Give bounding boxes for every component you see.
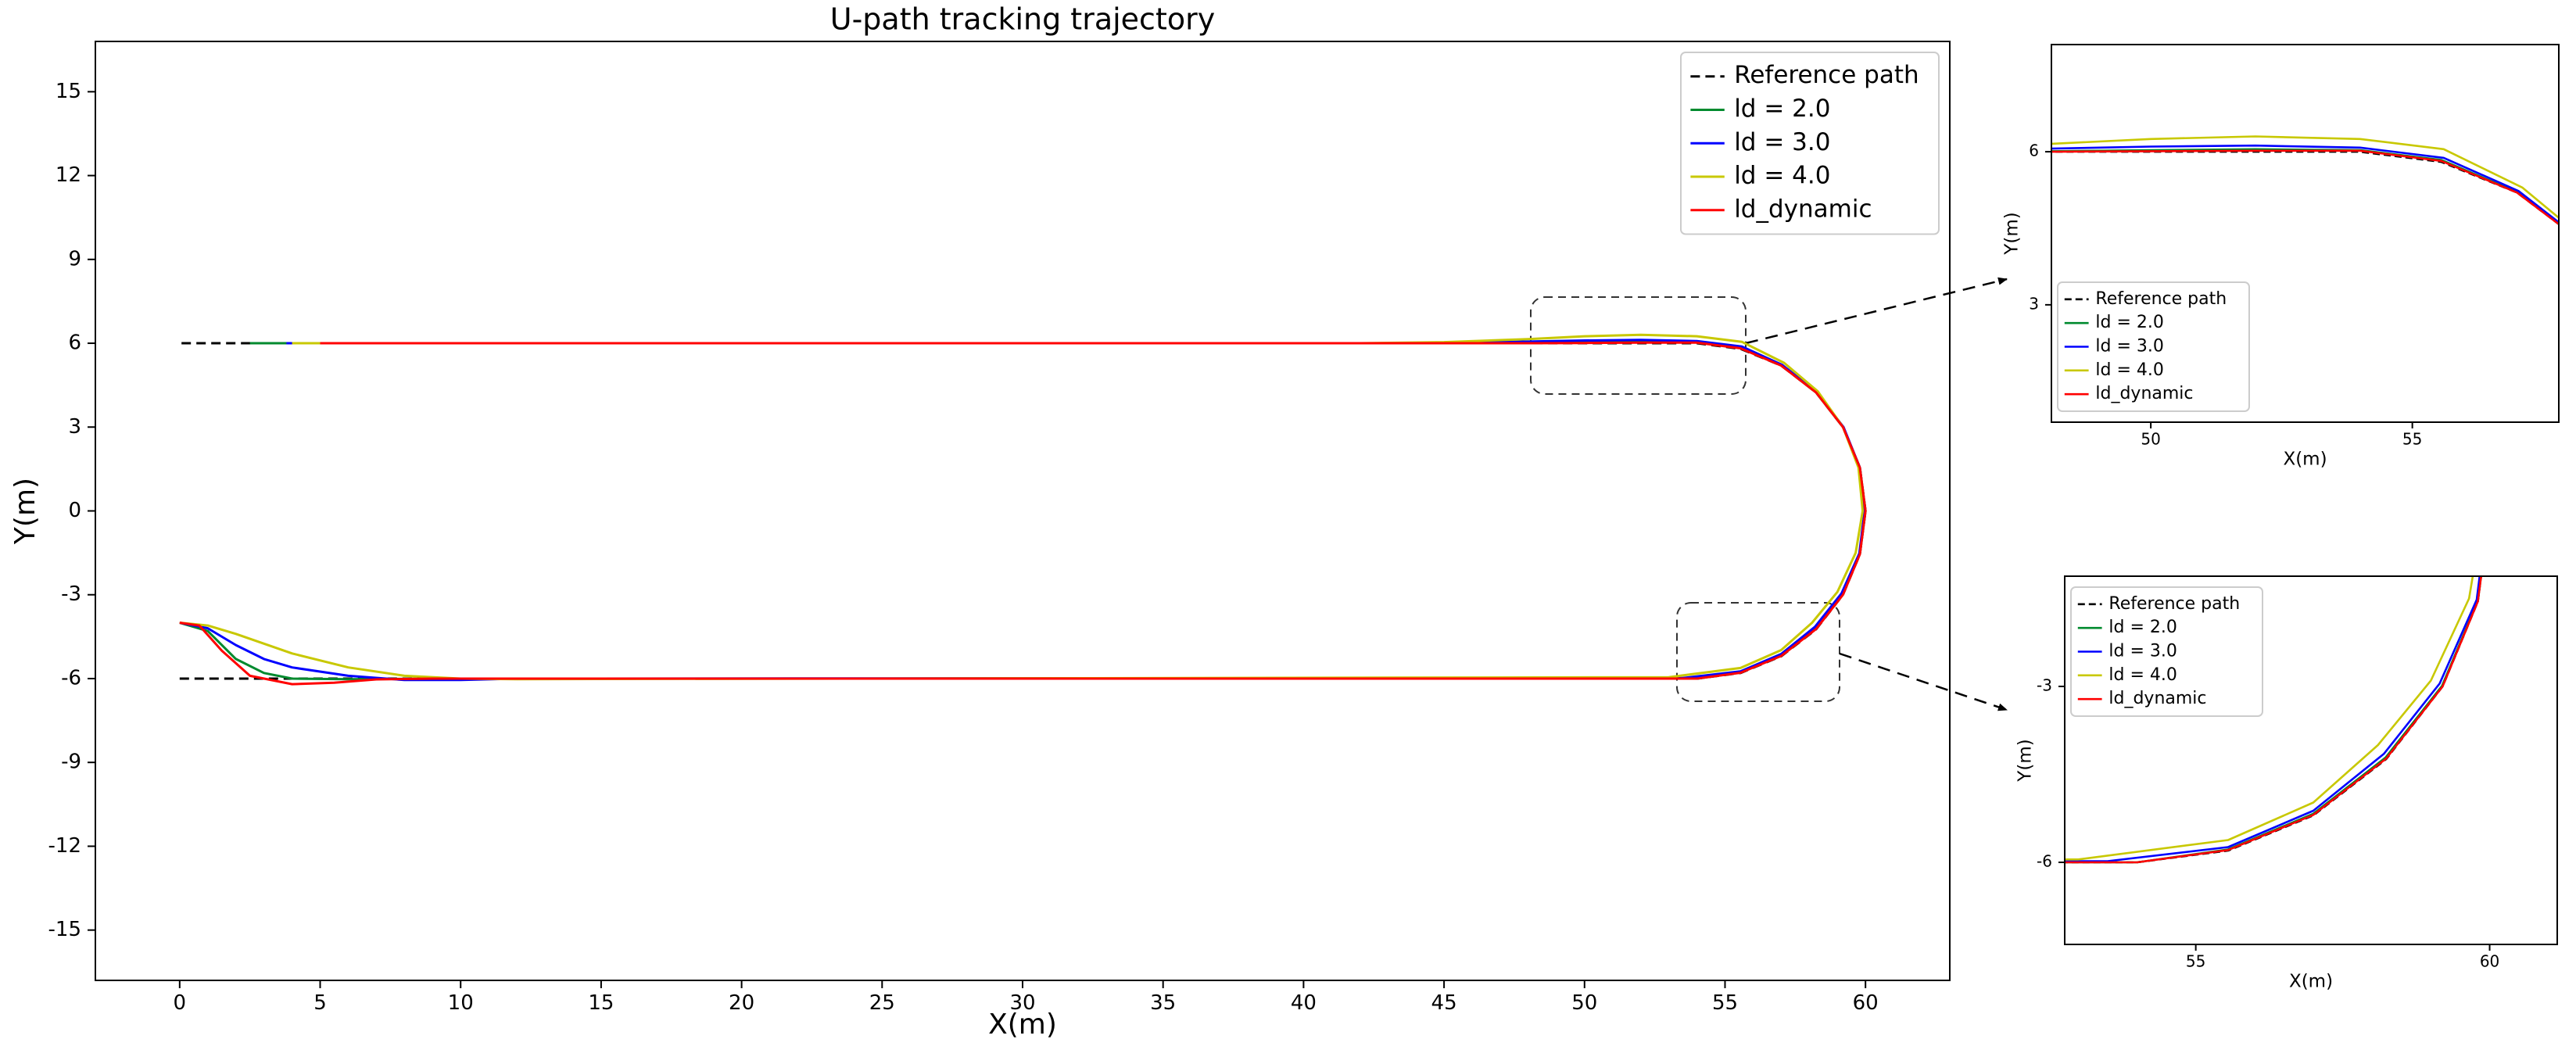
axes-frame xyxy=(95,41,1951,981)
x-tick-label: 40 xyxy=(1291,991,1317,1015)
legend-label: ld = 4.0 xyxy=(2108,665,2177,685)
y-tick-label: 3 xyxy=(68,415,81,439)
legend-label: ld = 3.0 xyxy=(2095,337,2163,357)
series-line xyxy=(2065,576,2482,864)
zoom-box xyxy=(1676,602,1840,702)
legend-label: Reference path xyxy=(1734,61,1919,89)
legend-label: ld_dynamic xyxy=(1734,195,1872,223)
series-line xyxy=(179,341,1867,686)
x-tick-label: 15 xyxy=(588,991,614,1015)
y-tick-label: 9 xyxy=(68,247,81,271)
x-axis-label: X(m) xyxy=(988,1009,1057,1041)
legend-label: ld_dynamic xyxy=(2108,689,2206,708)
x-tick-label: 20 xyxy=(729,991,754,1015)
series-line xyxy=(2065,576,2481,862)
legend-label: ld = 4.0 xyxy=(2095,360,2163,380)
y-tick-label: 12 xyxy=(56,163,81,187)
axes-frame xyxy=(2051,44,2560,423)
y-tick-label: 3 xyxy=(2029,294,2039,313)
y-tick-label: -9 xyxy=(61,751,81,774)
zoom-box xyxy=(1530,296,1747,395)
x-tick-label: 55 xyxy=(2402,430,2422,449)
legend-label: ld = 3.0 xyxy=(1734,128,1830,156)
x-axis-label: X(m) xyxy=(2289,972,2333,992)
y-tick-label: -6 xyxy=(2037,852,2052,871)
y-axis-label: Y(m) xyxy=(9,478,41,545)
legend-label: Reference path xyxy=(2095,289,2227,309)
legend-label: ld_dynamic xyxy=(2095,384,2193,403)
series-line xyxy=(2051,144,2559,224)
plot-panel: 0 5 10 15 20 25 30 35 40 45 50 55 60 -15 -12 -9 -6 -3 0 3 6 9… xyxy=(9,41,1951,1041)
x-tick-label: 55 xyxy=(2186,952,2205,971)
x-tick-label: 5 xyxy=(313,991,327,1015)
series-line xyxy=(2065,576,2474,861)
axes-frame xyxy=(2064,575,2558,945)
y-tick-label: -15 xyxy=(48,918,81,941)
legend-label: ld = 2.0 xyxy=(2095,313,2163,332)
y-tick-label: 6 xyxy=(2029,142,2039,160)
x-tick-label: 10 xyxy=(448,991,474,1015)
x-tick-label: 45 xyxy=(1431,991,1457,1015)
y-tick-label: -12 xyxy=(48,834,81,858)
legend-label: Reference path xyxy=(2108,594,2240,614)
zoom-arrow xyxy=(1839,652,2008,711)
chart-title: U-path tracking trajectory xyxy=(830,2,1215,37)
legend-frame xyxy=(2057,281,2250,412)
y-tick-label: 15 xyxy=(56,80,81,103)
legend: Reference path ld = 2.0 ld = 3.0 ld = 4.0 ld… xyxy=(2070,586,2263,717)
y-tick-label: -3 xyxy=(2037,676,2052,695)
y-tick-label: 6 xyxy=(68,331,81,355)
x-tick-label: 0 xyxy=(174,991,187,1015)
x-tick-label: 50 xyxy=(2141,430,2160,449)
x-tick-label: 55 xyxy=(1712,991,1738,1015)
y-axis-label: Y(m) xyxy=(2015,739,2036,782)
x-tick-label: 60 xyxy=(1853,991,1879,1015)
x-axis-label: X(m) xyxy=(2283,450,2327,470)
x-tick-label: 25 xyxy=(869,991,895,1015)
series-line xyxy=(179,339,1866,682)
x-tick-label: 50 xyxy=(1571,991,1597,1015)
series-group xyxy=(2065,576,2482,864)
y-tick-label: -6 xyxy=(61,666,81,690)
y-tick-label: -3 xyxy=(61,582,81,606)
y-axis-label: Y(m) xyxy=(2002,212,2022,255)
legend-frame xyxy=(2070,586,2263,717)
zoom-arrow xyxy=(1745,277,2008,345)
plot-panel: 55 60 -6 -3 X(m) Y(m) Reference path ld = 2.0 ld… xyxy=(2015,575,2558,992)
legend-frame xyxy=(1680,52,1940,235)
legend-label: ld = 3.0 xyxy=(2108,642,2177,661)
legend-label: ld = 2.0 xyxy=(2108,618,2177,637)
series-line xyxy=(2051,149,2559,226)
series-line xyxy=(179,333,1865,681)
x-tick-label: 30 xyxy=(1009,991,1035,1015)
legend: Reference path ld = 2.0 ld = 3.0 ld = 4.0 ld… xyxy=(1680,52,1940,235)
legend: Reference path ld = 2.0 ld = 3.0 ld = 4.0 ld… xyxy=(2057,281,2250,412)
series-group xyxy=(179,333,1867,686)
plot-panel: 50 55 3 6 X(m) Y(m) Reference path ld = 2.0 ld =… xyxy=(2002,44,2560,470)
legend-label: ld = 2.0 xyxy=(1734,95,1830,123)
x-tick-label: 60 xyxy=(2480,952,2499,971)
x-tick-label: 35 xyxy=(1150,991,1176,1015)
legend-label: ld = 4.0 xyxy=(1734,162,1830,190)
series-line xyxy=(2051,135,2559,220)
series-group xyxy=(2051,135,2559,226)
y-tick-label: 0 xyxy=(68,499,81,522)
